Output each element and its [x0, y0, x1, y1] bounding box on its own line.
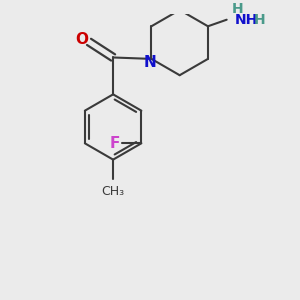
Text: H: H — [231, 2, 243, 16]
Text: O: O — [75, 32, 88, 47]
Text: F: F — [110, 136, 121, 151]
Text: CH₃: CH₃ — [102, 184, 125, 198]
Text: NH: NH — [235, 13, 258, 27]
Text: N: N — [144, 55, 156, 70]
Text: H: H — [254, 13, 265, 27]
